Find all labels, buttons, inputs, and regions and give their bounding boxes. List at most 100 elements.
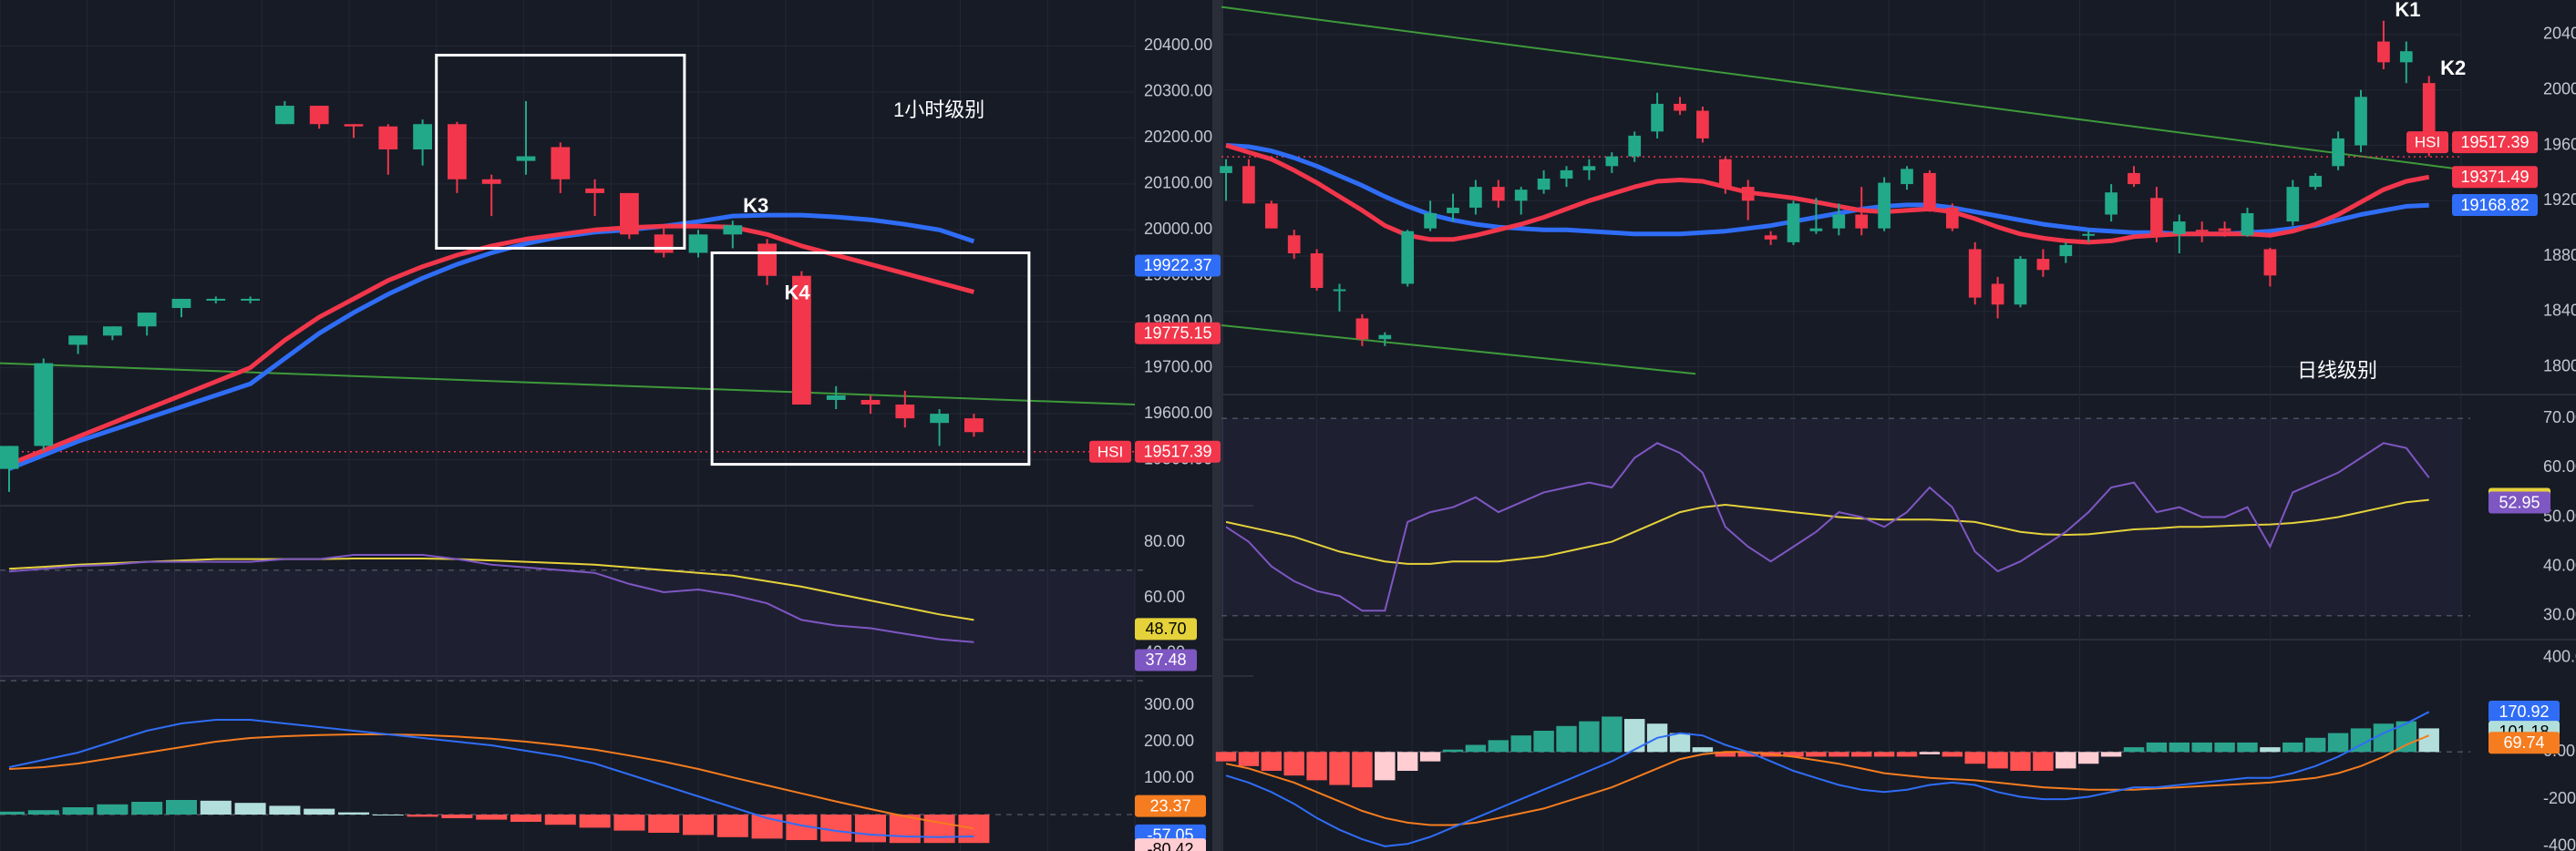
candle-body: [1582, 166, 1596, 170]
macd-histogram-bar: [1442, 749, 1464, 753]
macd-histogram-bar: [1375, 752, 1396, 781]
macd-histogram-bar: [1306, 752, 1327, 781]
price-tick-label: 19700.00: [1144, 357, 1212, 375]
candle-body: [171, 298, 191, 309]
macd-histogram-bar: [2033, 752, 2054, 771]
macd-histogram-bar: [2214, 742, 2235, 753]
macd-histogram-bar: [1510, 735, 1531, 753]
candle-body: [654, 234, 674, 253]
macd-tick-label: 200.00: [1144, 732, 1194, 750]
macd-histogram-bar: [2282, 742, 2303, 753]
candle-body: [448, 124, 467, 179]
rsi-line: [8, 554, 974, 643]
candle-body: [1923, 172, 1936, 208]
macd-histogram-bar: [407, 815, 438, 817]
candle-body: [2354, 97, 2367, 146]
candle-body: [1901, 169, 1913, 185]
candle-body: [68, 335, 88, 345]
macd-tick-label: -400.00: [2543, 836, 2576, 851]
macd-value-label-bg: [2488, 732, 2560, 754]
macd-histogram-bar: [1329, 752, 1350, 785]
candle-body: [1674, 103, 1686, 111]
macd-histogram-bar: [200, 800, 232, 815]
highlight-box-1: [710, 251, 1031, 467]
price-tick-label: 19200.00: [2543, 190, 2576, 209]
macd-value-label-bg: [1135, 795, 1206, 817]
candle-body: [516, 156, 536, 161]
candle-body: [1878, 182, 1891, 229]
candle-body: [1242, 166, 1255, 204]
rsi-band: [0, 569, 1135, 682]
price-label: 19517.39: [2460, 133, 2529, 151]
macd-histogram-bar: [1488, 740, 1510, 753]
price-tick-label: 18000.00: [2543, 356, 2576, 374]
symbol-tag-bg: [1089, 440, 1131, 463]
candle-body: [688, 234, 708, 253]
macd-histogram-bar: [1465, 744, 1487, 753]
candle-annotation: K3: [743, 194, 768, 217]
rsi-tick-label: 30.00: [2543, 606, 2576, 624]
candle-body: [2377, 41, 2390, 63]
price-tick-label: 18400.00: [2543, 302, 2576, 320]
candle-body: [895, 405, 915, 419]
candle-body: [1651, 103, 1664, 132]
macd-histogram-bar: [2077, 752, 2099, 764]
candle-body: [1628, 135, 1642, 157]
candle-body: [2263, 249, 2277, 276]
macd-histogram-bar: [2146, 742, 2168, 753]
candle-body: [1378, 334, 1392, 340]
macd-histogram-bar: [165, 800, 198, 815]
price-tick-label: 20300.00: [1144, 82, 1212, 100]
candle-body: [344, 124, 364, 127]
price-tick-label: 19600.00: [2543, 135, 2576, 153]
ma-fast-line: [8, 223, 975, 467]
macd-histogram-bar: [1238, 752, 1260, 766]
candle-body: [2195, 230, 2209, 232]
macd-histogram-bar: [1873, 752, 1895, 757]
macd-histogram-bar: [579, 815, 611, 828]
price-label-bg: [2452, 194, 2538, 217]
candle-body: [1787, 203, 1800, 242]
macd-histogram-bar: [2304, 737, 2326, 753]
candle-body: [860, 399, 881, 405]
trendline-bottom: [1221, 324, 1696, 375]
macd-histogram-bar: [1942, 752, 1963, 757]
candle-body: [1991, 283, 2004, 305]
candle-body: [757, 243, 777, 276]
macd-histogram-bar: [0, 811, 26, 815]
candle-body: [585, 188, 604, 193]
macd-signal-line: [8, 733, 974, 830]
candle-annotation: K4: [785, 282, 811, 304]
rsi-ma-line: [1225, 498, 2429, 565]
candle-body: [2218, 228, 2231, 231]
price-label-bg: [1135, 322, 1221, 344]
rsi-tick-label: 60.00: [2543, 457, 2576, 476]
price-tick-label: 18800.00: [2543, 246, 2576, 264]
macd-histogram-bar: [131, 802, 163, 815]
macd-line: [8, 719, 974, 838]
macd-histogram-bar: [613, 815, 645, 831]
macd-histogram-bar: [269, 805, 301, 815]
candle-body: [1355, 318, 1369, 340]
rsi-value-label: 52.95: [2499, 493, 2540, 511]
macd-histogram-bar: [62, 807, 94, 815]
macd-histogram-bar: [1850, 752, 1872, 757]
candle-body: [1809, 228, 1823, 231]
candle-body: [2059, 244, 2073, 257]
candle-body: [0, 446, 19, 469]
macd-histogram-bar: [304, 808, 335, 815]
candle-body: [2286, 187, 2300, 222]
macd-histogram-bar: [1602, 716, 1623, 753]
price-label-bg: [1135, 440, 1221, 463]
price-tick-label: 20400.00: [1144, 36, 1212, 54]
macd-histogram-bar: [544, 815, 576, 825]
macd-histogram-bar: [1556, 725, 1577, 753]
macd-histogram-bar: [1919, 752, 1941, 754]
macd-histogram-bar: [2100, 752, 2122, 757]
macd-histogram-bar: [1533, 731, 1554, 753]
price-tick-label: 20000.00: [2543, 80, 2576, 98]
candle-body: [241, 298, 260, 301]
macd-histogram-bar: [1987, 752, 2008, 769]
candle-body: [1741, 187, 1755, 201]
